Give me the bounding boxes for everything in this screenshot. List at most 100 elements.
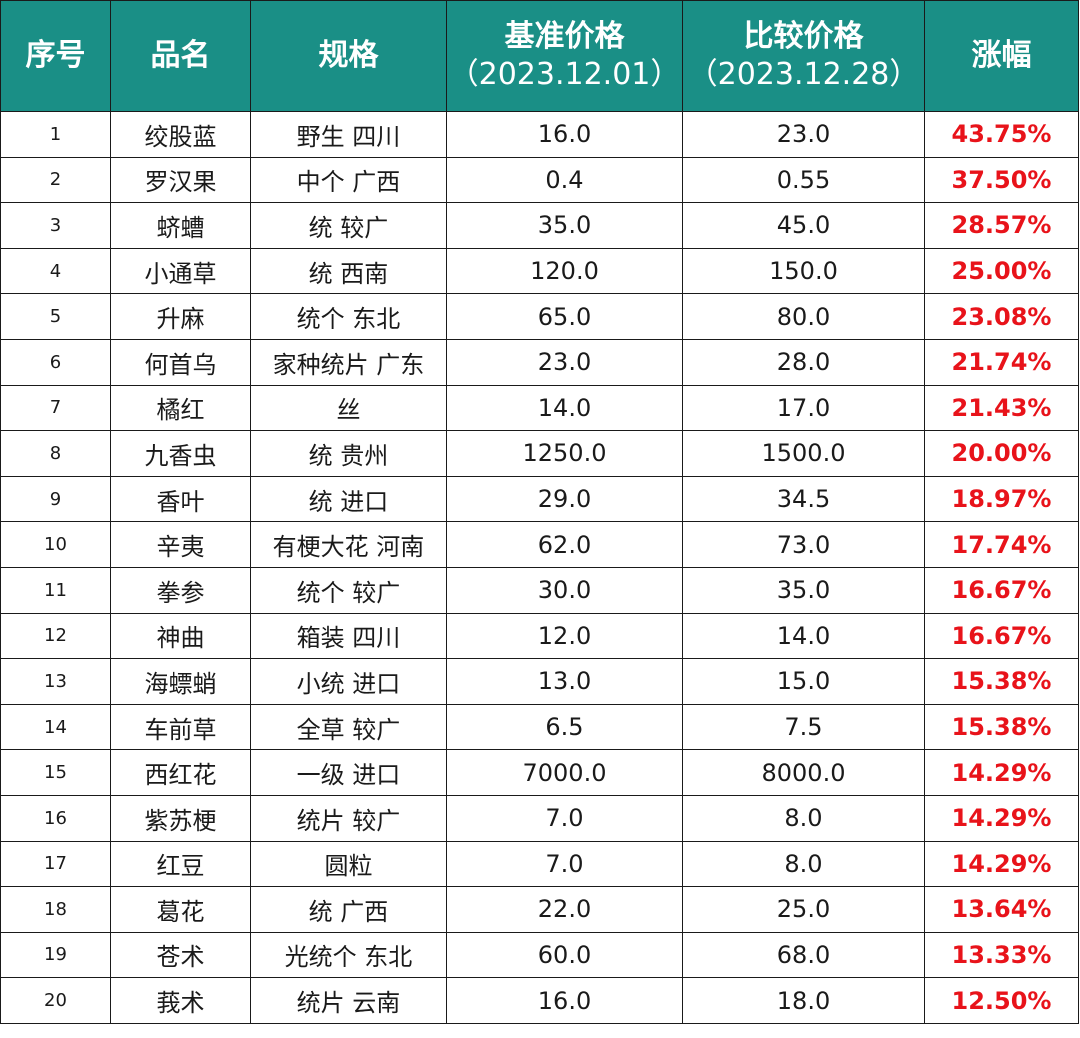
cell-index: 6 xyxy=(0,338,111,386)
cell-base-price: 14.0 xyxy=(446,384,683,432)
cell-compare-price: 150.0 xyxy=(682,247,925,295)
cell-compare-price: 25.0 xyxy=(682,886,925,933)
table-header: 序号 品名 规格 基准价格 （2023.12.01） 比较价格 （2023.12… xyxy=(0,0,1079,112)
cell-base-price: 7000.0 xyxy=(446,749,683,796)
cell-change: 15.38% xyxy=(924,658,1079,705)
cell-base-price: 6.5 xyxy=(446,703,683,751)
cell-index: 7 xyxy=(0,384,111,432)
cell-name: 辛夷 xyxy=(110,521,251,568)
cell-compare-price: 0.55 xyxy=(682,156,925,204)
cell-spec: 有梗大花 河南 xyxy=(250,521,447,568)
table-row: 1 绞股蓝 野生 四川 16.0 23.0 43.75% xyxy=(0,111,1079,158)
table-row: 19 苍术 光统个 东北 60.0 68.0 13.33% xyxy=(0,931,1079,979)
cell-compare-price: 7.5 xyxy=(682,703,925,751)
cell-name: 红豆 xyxy=(110,840,251,888)
cell-name: 西红花 xyxy=(110,749,251,796)
cell-spec: 统 广西 xyxy=(250,886,447,933)
cell-spec: 统片 云南 xyxy=(250,977,447,1024)
cell-index: 12 xyxy=(0,612,111,660)
cell-index: 17 xyxy=(0,840,111,888)
table-row: 8 九香虫统 贵州 1250.0 1500.0 20.00% xyxy=(0,430,1079,477)
cell-compare-price: 14.0 xyxy=(682,612,925,660)
cell-base-price: 30.0 xyxy=(446,566,683,614)
table-row: 6 何首乌 家种统片 广东 23.0 28.0 21.74% xyxy=(0,338,1079,386)
header-base-date: （2023.12.01） xyxy=(448,57,681,92)
table-row: 18 葛花统 广西 22.0 25.0 13.64% xyxy=(0,886,1079,933)
header-base-price-label: 基准价格 xyxy=(504,19,625,54)
cell-base-price: 60.0 xyxy=(446,931,683,979)
cell-change: 18.97% xyxy=(924,475,1079,523)
cell-name: 拳参 xyxy=(110,566,251,614)
cell-index: 18 xyxy=(0,886,111,933)
table-row: 2 罗汉果 中个 广西 0.4 0.55 37.50% xyxy=(0,156,1079,204)
cell-index: 16 xyxy=(0,794,111,842)
table-row: 9 香叶统 进口 29.0 34.5 18.97% xyxy=(0,475,1079,523)
table-row: 12 神曲 箱装 四川 12.0 14.0 16.67% xyxy=(0,612,1079,660)
cell-spec: 野生 四川 xyxy=(250,111,447,158)
cell-name: 神曲 xyxy=(110,612,251,660)
cell-index: 11 xyxy=(0,566,111,614)
header-row: 序号 品名 规格 基准价格 （2023.12.01） 比较价格 （2023.12… xyxy=(0,0,1079,112)
cell-base-price: 29.0 xyxy=(446,475,683,523)
header-change: 涨幅 xyxy=(924,0,1079,112)
cell-spec: 光统个 东北 xyxy=(250,931,447,979)
cell-compare-price: 28.0 xyxy=(682,338,925,386)
header-compare-price-label: 比较价格 xyxy=(743,19,864,54)
cell-index: 13 xyxy=(0,658,111,705)
cell-compare-price: 8.0 xyxy=(682,840,925,888)
cell-spec: 统片 较广 xyxy=(250,794,447,842)
cell-spec: 统个 较广 xyxy=(250,566,447,614)
cell-change: 14.29% xyxy=(924,749,1079,796)
header-compare-date: （2023.12.28） xyxy=(687,57,920,92)
cell-compare-price: 35.0 xyxy=(682,566,925,614)
cell-index: 15 xyxy=(0,749,111,796)
header-spec: 规格 xyxy=(250,0,447,112)
cell-index: 3 xyxy=(0,202,111,249)
cell-compare-price: 45.0 xyxy=(682,202,925,249)
cell-compare-price: 23.0 xyxy=(682,111,925,158)
cell-base-price: 7.0 xyxy=(446,794,683,842)
cell-base-price: 22.0 xyxy=(446,886,683,933)
cell-change: 21.43% xyxy=(924,384,1079,432)
cell-name: 罗汉果 xyxy=(110,156,251,204)
cell-name: 升麻 xyxy=(110,293,251,340)
cell-name: 九香虫 xyxy=(110,430,251,477)
cell-index: 2 xyxy=(0,156,111,204)
cell-name: 葛花 xyxy=(110,886,251,933)
table-row: 14 车前草 全草 较广 6.5 7.5 15.38% xyxy=(0,703,1079,751)
table-row: 20 莪术 统片 云南 16.0 18.0 12.50% xyxy=(0,977,1079,1024)
cell-compare-price: 18.0 xyxy=(682,977,925,1024)
cell-spec: 统个 东北 xyxy=(250,293,447,340)
table-row: 15 西红花 一级 进口 7000.0 8000.0 14.29% xyxy=(0,749,1079,796)
cell-change: 13.33% xyxy=(924,931,1079,979)
cell-change: 13.64% xyxy=(924,886,1079,933)
cell-index: 1 xyxy=(0,111,111,158)
cell-spec: 中个 广西 xyxy=(250,156,447,204)
cell-index: 19 xyxy=(0,931,111,979)
cell-spec: 丝 xyxy=(250,384,447,432)
cell-change: 25.00% xyxy=(924,247,1079,295)
cell-change: 12.50% xyxy=(924,977,1079,1024)
cell-compare-price: 80.0 xyxy=(682,293,925,340)
cell-name: 蛴螬 xyxy=(110,202,251,249)
cell-compare-price: 8.0 xyxy=(682,794,925,842)
cell-compare-price: 1500.0 xyxy=(682,430,925,477)
cell-change: 20.00% xyxy=(924,430,1079,477)
cell-spec: 圆粒 xyxy=(250,840,447,888)
cell-name: 绞股蓝 xyxy=(110,111,251,158)
cell-base-price: 65.0 xyxy=(446,293,683,340)
cell-spec: 统 进口 xyxy=(250,475,447,523)
cell-change: 43.75% xyxy=(924,111,1079,158)
table-row: 13 海螵蛸 小统 进口 13.0 15.0 15.38% xyxy=(0,658,1079,705)
cell-change: 14.29% xyxy=(924,794,1079,842)
cell-spec: 箱装 四川 xyxy=(250,612,447,660)
cell-base-price: 16.0 xyxy=(446,977,683,1024)
cell-base-price: 23.0 xyxy=(446,338,683,386)
cell-name: 莪术 xyxy=(110,977,251,1024)
cell-base-price: 16.0 xyxy=(446,111,683,158)
cell-compare-price: 73.0 xyxy=(682,521,925,568)
cell-name: 小通草 xyxy=(110,247,251,295)
table-body: 1 绞股蓝 野生 四川 16.0 23.0 43.75% 2 罗汉果 中个 广西 0.4 0.55 3… xyxy=(0,111,1079,1024)
cell-name: 苍术 xyxy=(110,931,251,979)
